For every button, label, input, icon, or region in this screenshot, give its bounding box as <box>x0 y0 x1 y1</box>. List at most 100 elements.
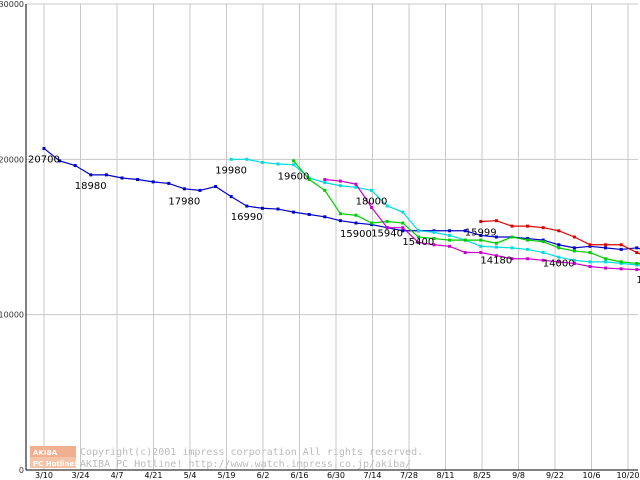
series-point <box>494 235 498 239</box>
series-point <box>557 243 561 247</box>
series-point <box>588 265 592 269</box>
series-point <box>260 160 264 164</box>
series-point <box>151 180 155 184</box>
series-point <box>432 229 436 233</box>
series-point <box>557 246 561 250</box>
series-point <box>104 173 108 177</box>
series-point <box>416 235 420 239</box>
series-point <box>370 223 374 227</box>
x-tick-label: 3/10 <box>35 471 53 480</box>
series-point <box>604 243 608 247</box>
series-point <box>526 247 530 251</box>
x-tick-label: 7/28 <box>400 471 418 480</box>
series-point <box>214 185 218 189</box>
series-point <box>635 261 639 265</box>
series-point <box>526 238 530 242</box>
series-point <box>338 179 342 183</box>
data-label: 18980 <box>75 181 107 192</box>
series-point <box>541 258 545 262</box>
series-point <box>526 237 530 241</box>
series-point <box>370 188 374 192</box>
series-point <box>385 204 389 208</box>
series-line <box>293 160 640 265</box>
series-point <box>572 261 576 265</box>
data-labels: 20700 18980 17980 19980 16990 19600 15900 18000… <box>28 154 640 285</box>
axes <box>25 4 638 471</box>
series-point <box>338 219 342 223</box>
x-tick-label: 10/20 <box>616 471 639 480</box>
series-point <box>448 229 452 233</box>
series-1 <box>229 157 640 267</box>
series-point <box>323 178 327 182</box>
series-point <box>432 237 436 241</box>
series-point <box>307 212 311 216</box>
y-axis-tick-labels: 0 10000 20000 30000 <box>0 0 24 475</box>
series-point <box>479 251 483 255</box>
data-label: 15900 <box>340 229 372 240</box>
series-point <box>323 181 327 185</box>
series-point <box>588 260 592 264</box>
series-point <box>604 246 608 250</box>
data-label: 19600 <box>278 172 310 183</box>
x-tick-label: 4/7 <box>111 471 124 480</box>
series-point <box>338 212 342 216</box>
series-point <box>354 221 358 225</box>
series-point <box>619 260 623 264</box>
data-label: 17980 <box>168 197 200 208</box>
series-point <box>619 243 623 247</box>
series-point <box>572 235 576 239</box>
x-tick-label: 6/16 <box>291 471 309 480</box>
series-point <box>432 243 436 247</box>
series-4 <box>479 219 640 255</box>
series-point <box>619 267 623 271</box>
series-point <box>401 229 405 233</box>
series-point <box>557 229 561 233</box>
series-point <box>198 188 202 192</box>
series-point <box>588 243 592 247</box>
series-point <box>572 249 576 253</box>
series-point <box>401 221 405 225</box>
series-point <box>479 233 483 237</box>
series-point <box>510 257 514 261</box>
series-point <box>260 206 264 210</box>
series-point <box>619 261 623 265</box>
series-point <box>167 181 171 185</box>
series-point <box>370 205 374 209</box>
series-point <box>245 204 249 208</box>
series-point <box>354 182 358 186</box>
series-point <box>526 224 530 228</box>
data-label: 15940 <box>371 228 403 239</box>
series-point <box>416 240 420 244</box>
y-tick-label: 0 <box>19 466 24 475</box>
series-point <box>338 184 342 188</box>
series-point <box>401 226 405 230</box>
series-point <box>541 238 545 242</box>
data-label: 15999 <box>465 227 497 238</box>
series-point <box>479 244 483 248</box>
series-point <box>588 244 592 248</box>
series-point <box>182 187 186 191</box>
series-point <box>494 241 498 245</box>
x-tick-label: 8/11 <box>437 471 455 480</box>
series-point <box>463 238 467 242</box>
series-point <box>401 210 405 214</box>
series-point <box>541 251 545 255</box>
series-point <box>635 263 639 267</box>
series-point <box>89 173 93 177</box>
series-point <box>463 251 467 255</box>
series-point <box>276 207 280 211</box>
x-tick-label: 9/22 <box>546 471 564 480</box>
y-tick-label: 30000 <box>0 0 24 9</box>
data-label: 19980 <box>215 166 247 177</box>
series-point <box>229 195 233 199</box>
series-point <box>557 260 561 264</box>
series-point <box>307 178 311 182</box>
data-label: 12950 <box>636 275 640 286</box>
series-point <box>292 163 296 167</box>
x-tick-label: 5/19 <box>218 471 236 480</box>
x-tick-label: 10/6 <box>583 471 601 480</box>
series-point <box>448 244 452 248</box>
series-point <box>541 240 545 244</box>
series-point <box>276 162 280 166</box>
